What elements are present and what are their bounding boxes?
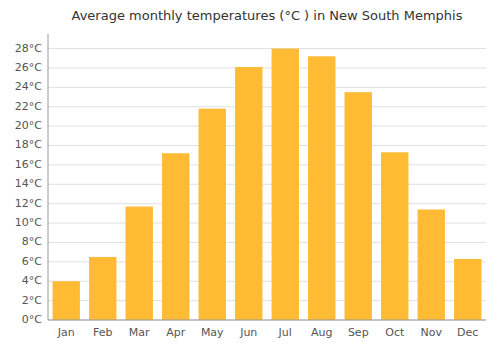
y-tick-label: 10°C [15,216,42,229]
y-tick-label: 22°C [15,100,42,113]
grid-line [48,106,486,107]
bar [235,67,262,320]
y-tick-label: 14°C [15,177,42,190]
bar [89,257,116,320]
x-ticks: Jan Feb Mar Apr May Jun Jul Aug Sep Oct Nov Dec [57,326,479,339]
bar [418,209,445,320]
title: Average monthly temperatures (°C ) in Ne… [72,8,463,23]
grid-line [48,126,486,127]
grid-line [48,164,486,165]
x-tick-label: Feb [93,326,112,339]
page: {"chart_data": {"type": "bar", "title": … [0,0,500,350]
bars [53,49,482,320]
x-tick-label: Aug [311,326,332,339]
bar [345,92,372,320]
background [0,0,500,350]
bar [272,49,299,320]
y-tick-label: 4°C [22,274,42,287]
y-tick-label: 0°C [22,313,42,326]
y-ticks: 0°C 2°C 4°C 6°C 8°C 10°C 12°C 14°C 16°C 18°C 20°C 2… [15,42,42,326]
grid-line [48,184,486,185]
y-tick-label: 16°C [15,158,42,171]
y-tick-label: 18°C [15,138,42,151]
chart: Average monthly temperatures (°C ) in Ne… [0,0,500,350]
bar [381,152,408,320]
y-tick-label: 24°C [15,80,42,93]
x-tick-label: Mar [129,326,150,339]
grid-line [48,203,486,204]
y-tick-label: 8°C [22,235,42,248]
y-tick-label: 20°C [15,119,42,132]
y-tick-label: 26°C [15,61,42,74]
y-tick-label: 12°C [15,197,42,210]
x-axis-line [48,320,486,321]
bar [454,259,481,320]
grid-line [48,145,486,146]
x-tick-label: Nov [421,326,443,339]
bar [308,56,335,320]
y-tick-label: 2°C [22,294,42,307]
x-tick-label: Sep [348,326,369,339]
bar [53,281,80,320]
x-tick-label: Apr [166,326,186,339]
bar [126,207,153,320]
grid-line [48,320,486,321]
bar [199,109,226,320]
y-tick-label: 6°C [22,255,42,268]
x-tick-label: Jul [278,326,292,339]
x-tick-label: Oct [385,326,405,339]
x-tick-label: May [201,326,224,339]
grid-line [48,67,486,68]
bar [162,153,189,320]
y-tick-label: 28°C [15,42,42,55]
grid-line [48,48,486,49]
grid-line [48,87,486,88]
x-tick-label: Jan [57,326,75,339]
x-tick-label: Jun [239,326,257,339]
x-tick-label: Dec [457,326,478,339]
grid [48,49,486,320]
y-axis-line [48,34,49,320]
